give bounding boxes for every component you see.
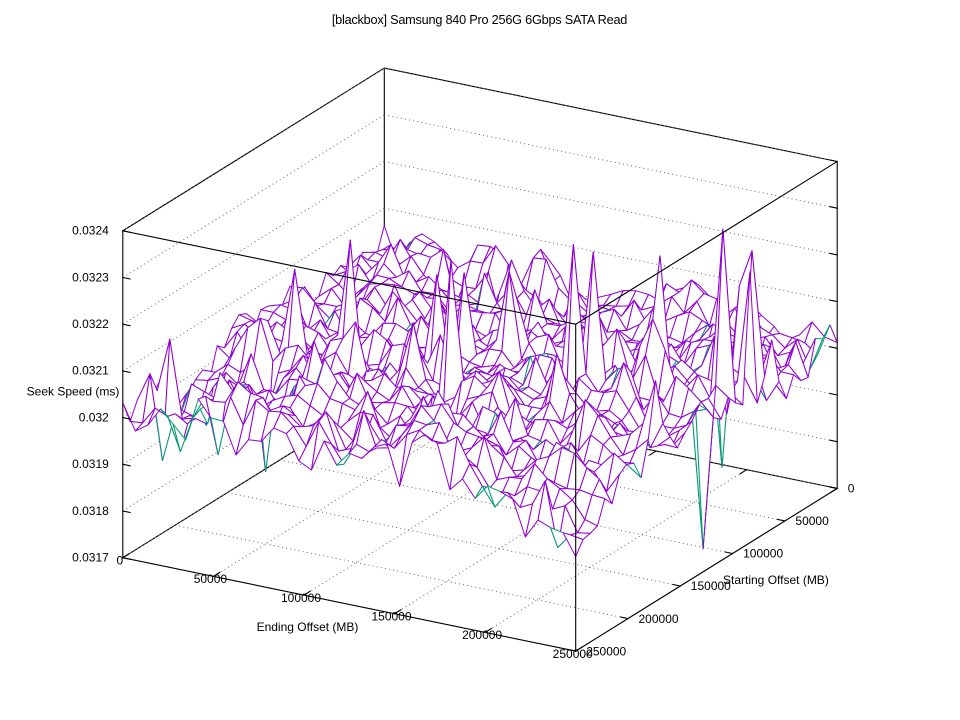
svg-text:50000: 50000 xyxy=(194,572,228,586)
svg-text:200000: 200000 xyxy=(639,612,679,626)
svg-text:150000: 150000 xyxy=(371,610,411,624)
svg-text:Seek Speed (ms): Seek Speed (ms) xyxy=(27,385,120,399)
svg-text:0.0323: 0.0323 xyxy=(72,270,109,284)
svg-text:0.0322: 0.0322 xyxy=(72,317,109,331)
svg-text:250000: 250000 xyxy=(553,647,593,661)
svg-text:200000: 200000 xyxy=(462,628,502,642)
svg-text:0: 0 xyxy=(116,554,123,568)
svg-text:100000: 100000 xyxy=(281,591,321,605)
svg-text:[blackbox] Samsung 840 Pro 256: [blackbox] Samsung 840 Pro 256G 6Gbps SA… xyxy=(332,13,627,27)
svg-text:0.0321: 0.0321 xyxy=(72,364,109,378)
svg-text:100000: 100000 xyxy=(743,547,783,561)
svg-text:Ending Offset (MB): Ending Offset (MB) xyxy=(257,620,359,634)
svg-text:250000: 250000 xyxy=(586,644,626,658)
svg-text:Starting Offset (MB): Starting Offset (MB) xyxy=(723,573,829,587)
svg-text:0.0324: 0.0324 xyxy=(72,224,109,238)
svg-text:50000: 50000 xyxy=(795,514,829,528)
svg-text:0: 0 xyxy=(848,482,855,496)
svg-text:0.0318: 0.0318 xyxy=(72,504,109,518)
svg-text:150000: 150000 xyxy=(691,579,731,593)
svg-text:0.0317: 0.0317 xyxy=(72,551,109,565)
svg-text:0.032: 0.032 xyxy=(79,410,109,424)
svg-text:0.0319: 0.0319 xyxy=(72,457,109,471)
